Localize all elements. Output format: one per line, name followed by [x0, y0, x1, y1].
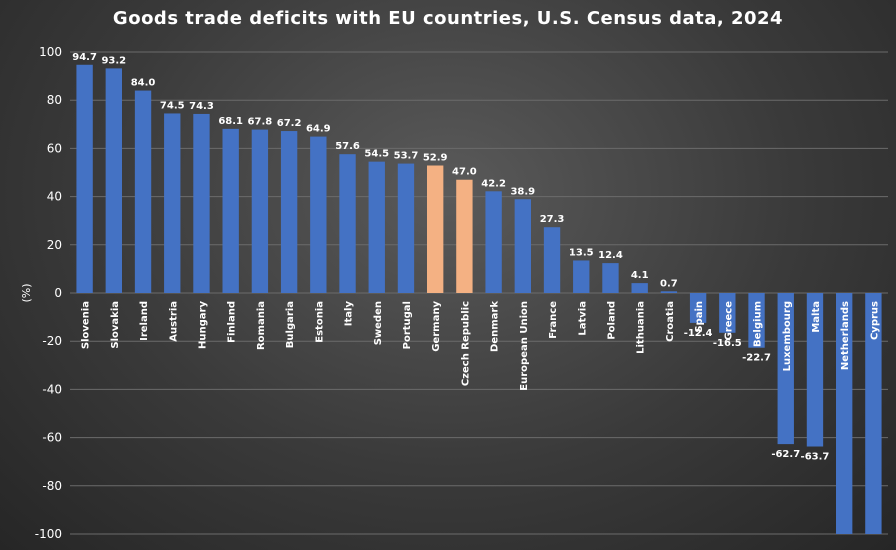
data-label-slovenia: 94.7 — [72, 52, 97, 63]
data-label-luxembourg: -62.7 — [771, 449, 800, 460]
data-label-czech-republic: 47.0 — [452, 167, 477, 178]
data-label-austria: 74.5 — [160, 100, 185, 111]
category-label-spain: Spain — [694, 301, 705, 333]
bar-denmark — [485, 191, 502, 293]
category-label-germany: Germany — [431, 301, 442, 352]
category-label-lithuania: Lithuania — [636, 301, 647, 354]
data-label-slovakia: 93.2 — [101, 55, 126, 66]
data-label-latvia: 13.5 — [569, 247, 594, 258]
bar-luxembourg — [777, 293, 794, 445]
data-label-spain: -12.4 — [684, 328, 713, 339]
data-label-greece: -16.5 — [713, 338, 742, 349]
category-label-netherlands: Netherlands — [840, 301, 851, 370]
bar-france — [543, 227, 561, 293]
y-tick-label: 60 — [47, 141, 62, 155]
category-label-greece: Greece — [723, 301, 734, 341]
y-tick-label: -100 — [35, 527, 62, 541]
y-tick-label: 80 — [47, 93, 62, 107]
bar-malta — [806, 293, 824, 447]
data-label-germany: 52.9 — [423, 153, 448, 164]
y-tick-label: 0 — [54, 286, 62, 300]
data-label-finland: 68.1 — [218, 116, 243, 127]
category-label-malta: Malta — [811, 301, 822, 333]
category-label-finland: Finland — [227, 301, 238, 343]
data-label-estonia: 64.9 — [306, 124, 331, 135]
chart-title: Goods trade deficits with EU countries, … — [112, 8, 784, 29]
category-label-czech-republic: Czech Republic — [460, 301, 471, 386]
data-label-european-union: 38.9 — [510, 186, 535, 197]
category-label-sweden: Sweden — [373, 301, 384, 345]
data-label-lithuania: 4.1 — [631, 270, 649, 281]
category-label-estonia: Estonia — [314, 301, 325, 343]
data-label-belgium: -22.7 — [742, 353, 771, 364]
data-label-hungary: 74.3 — [189, 101, 214, 112]
category-label-belgium: Belgium — [753, 301, 764, 347]
bar-latvia — [573, 260, 590, 293]
y-tick-label: 100 — [39, 45, 62, 59]
category-label-european-union: European Union — [519, 301, 530, 391]
data-label-portugal: 53.7 — [394, 151, 419, 162]
y-tick-label: -40 — [42, 382, 62, 396]
bar-ireland — [134, 90, 152, 293]
y-tick-label: -60 — [42, 431, 62, 445]
y-axis-title: (%) — [20, 283, 33, 302]
category-label-austria: Austria — [168, 301, 179, 342]
category-label-bulgaria: Bulgaria — [285, 301, 296, 348]
bar-austria — [164, 113, 181, 293]
bar-portugal — [397, 163, 415, 293]
data-label-sweden: 54.5 — [364, 149, 389, 160]
category-label-cyprus: Cyprus — [869, 301, 880, 340]
data-label-italy: 57.6 — [335, 141, 360, 152]
category-label-poland: Poland — [606, 301, 617, 340]
bar-italy — [339, 154, 356, 293]
category-label-romania: Romania — [256, 301, 267, 350]
bar-hungary — [193, 113, 210, 293]
category-label-france: France — [548, 301, 559, 339]
data-label-ireland: 84.0 — [131, 78, 156, 89]
bar-sweden — [368, 161, 385, 293]
category-label-croatia: Croatia — [665, 301, 676, 342]
category-label-portugal: Portugal — [402, 301, 413, 349]
bar-netherlands — [835, 293, 853, 534]
category-label-latvia: Latvia — [577, 301, 588, 336]
data-label-france: 27.3 — [540, 214, 565, 225]
bar-estonia — [310, 136, 327, 293]
bar-czech-republic — [456, 179, 473, 293]
category-label-denmark: Denmark — [490, 301, 501, 352]
bar-belgium — [748, 293, 765, 348]
bar-poland — [602, 263, 619, 293]
data-label-malta: -63.7 — [801, 452, 830, 463]
bar-croatia — [660, 291, 678, 293]
y-tick-label: -20 — [42, 334, 62, 348]
bar-germany — [426, 165, 444, 293]
data-label-croatia: 0.7 — [660, 278, 678, 289]
category-label-slovenia: Slovenia — [81, 301, 92, 349]
bar-cyprus — [865, 293, 882, 534]
bar-lithuania — [631, 283, 648, 293]
bar-greece — [719, 293, 736, 333]
bar-european-union — [514, 199, 532, 293]
category-label-slovakia: Slovakia — [110, 301, 121, 349]
data-label-poland: 12.4 — [598, 250, 623, 261]
category-label-luxembourg: Luxembourg — [782, 301, 793, 371]
bar-slovakia — [105, 68, 123, 293]
category-label-hungary: Hungary — [197, 301, 208, 349]
category-label-ireland: Ireland — [139, 301, 150, 341]
category-label-italy: Italy — [344, 301, 355, 327]
y-tick-label: 40 — [47, 190, 62, 204]
bar-finland — [222, 128, 239, 293]
bar-slovenia — [76, 64, 93, 293]
data-label-denmark: 42.2 — [481, 178, 506, 189]
y-tick-label: 20 — [47, 238, 62, 252]
data-label-romania: 67.8 — [248, 117, 273, 128]
y-tick-label: -80 — [42, 479, 62, 493]
bar-romania — [251, 129, 269, 293]
bar-spain — [689, 293, 707, 323]
bar-bulgaria — [280, 131, 298, 293]
data-label-bulgaria: 67.2 — [277, 118, 302, 129]
